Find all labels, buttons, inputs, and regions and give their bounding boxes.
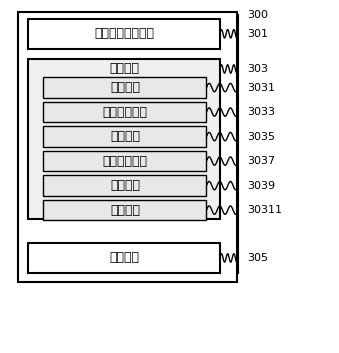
FancyBboxPatch shape <box>43 151 206 171</box>
FancyBboxPatch shape <box>43 200 206 220</box>
Text: 获取模块: 获取模块 <box>109 62 139 76</box>
Text: 30311: 30311 <box>247 205 282 215</box>
Text: 候选节点确认模块: 候选节点确认模块 <box>94 27 154 40</box>
Text: 执行模块: 执行模块 <box>109 251 139 264</box>
FancyBboxPatch shape <box>43 77 206 98</box>
Text: 3033: 3033 <box>247 107 275 117</box>
FancyBboxPatch shape <box>28 19 220 49</box>
Text: 300: 300 <box>247 10 268 20</box>
Text: 匹配模块: 匹配模块 <box>110 204 140 217</box>
FancyBboxPatch shape <box>18 12 237 282</box>
Text: 303: 303 <box>247 64 268 74</box>
Text: 删除模块: 删除模块 <box>110 179 140 192</box>
Text: 第一计算模块: 第一计算模块 <box>102 106 147 119</box>
Text: 305: 305 <box>247 253 268 263</box>
Text: 3037: 3037 <box>247 156 275 166</box>
Text: 3031: 3031 <box>247 83 275 92</box>
Text: 3035: 3035 <box>247 132 275 142</box>
FancyBboxPatch shape <box>43 102 206 122</box>
FancyBboxPatch shape <box>28 243 220 273</box>
Text: 调节模块: 调节模块 <box>110 81 140 94</box>
Text: 301: 301 <box>247 29 268 39</box>
Text: 第二计算模块: 第二计算模块 <box>102 155 147 168</box>
Text: 3039: 3039 <box>247 181 275 191</box>
Text: 选择模块: 选择模块 <box>110 130 140 143</box>
FancyBboxPatch shape <box>28 59 220 219</box>
FancyBboxPatch shape <box>43 175 206 196</box>
FancyBboxPatch shape <box>43 126 206 147</box>
